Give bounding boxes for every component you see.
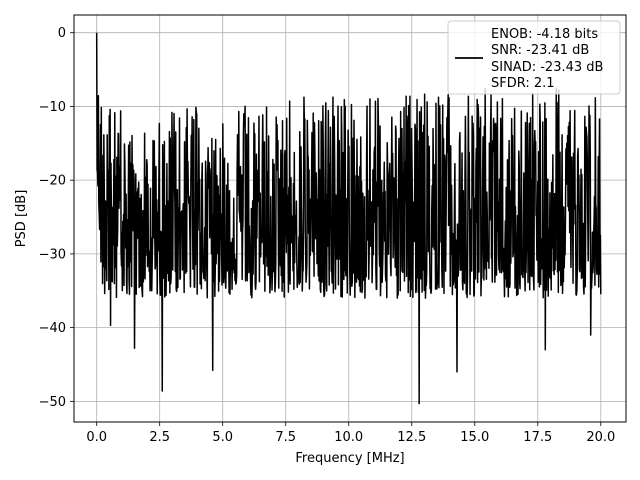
legend-entry-sinad: SINAD: -23.43 dB [491, 60, 603, 75]
x-tick-label: 12.5 [397, 430, 426, 445]
x-tick-label: 20.0 [586, 430, 615, 445]
y-tick-label: −20 [39, 174, 66, 189]
legend-entry-sfdr: SFDR: 2.1 [491, 76, 555, 91]
y-axis-label: PSD [dB] [14, 190, 29, 248]
psd-line [95, 32, 602, 405]
y-tick-label: −40 [39, 321, 66, 336]
y-tick-label: −10 [39, 100, 66, 115]
legend: ENOB: -4.18 bits SNR: -23.41 dB SINAD: -… [447, 20, 621, 95]
x-tick-label: 7.5 [275, 430, 296, 445]
psd-series [95, 32, 602, 405]
y-tick-label: −50 [39, 395, 66, 410]
legend-entry-snr: SNR: -23.41 dB [491, 43, 589, 58]
legend-box [447, 20, 621, 95]
x-tick-label: 10.0 [334, 430, 363, 445]
y-tick-label: 0 [58, 26, 66, 41]
x-tick-label: 2.5 [149, 430, 170, 445]
y-tick-label: −30 [39, 247, 66, 262]
axis-ticks: 0.0 2.5 5.0 7.5 10.0 12.5 15.0 17.5 20.0 0 −10 −20 −… [39, 26, 616, 445]
x-tick-label: 5.0 [212, 430, 233, 445]
legend-entry-enob: ENOB: -4.18 bits [491, 27, 598, 42]
x-axis-label: Frequency [MHz] [295, 451, 404, 466]
x-tick-label: 17.5 [523, 430, 552, 445]
plot-frame [73, 14, 627, 423]
x-tick-label: 0.0 [86, 430, 107, 445]
x-tick-label: 15.0 [460, 430, 489, 445]
